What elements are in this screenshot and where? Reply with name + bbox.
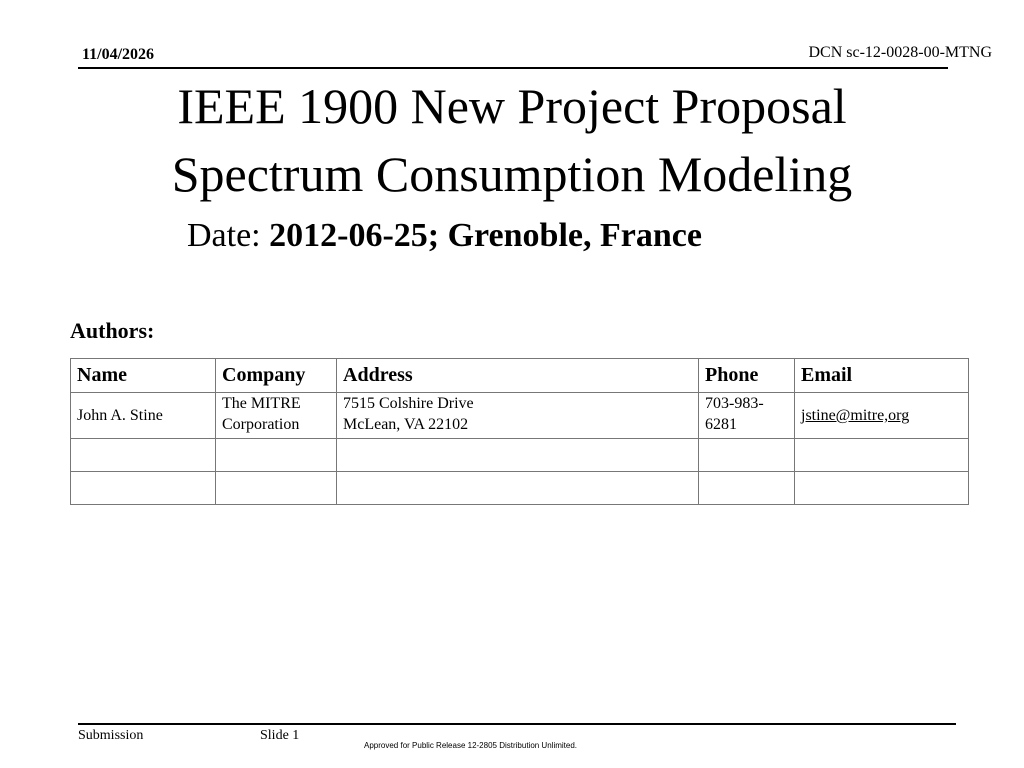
empty-cell [215, 471, 337, 505]
author-email-link[interactable]: jstine@mitre,org [801, 407, 910, 424]
header-date: 11/04/2026 [82, 46, 155, 63]
column-header-company: Company [215, 358, 337, 393]
empty-cell [70, 471, 216, 505]
date-label: Date: [187, 217, 261, 254]
author-phone-cell: 703-983- 6281 [698, 392, 795, 439]
footer-release-notice: Approved for Public Release 12-2805 Dist… [364, 741, 577, 750]
address-line: McLean, VA 22102 [343, 416, 469, 433]
table-row [70, 438, 969, 472]
company-line: The MITRE [222, 395, 301, 412]
document-id: DCN sc-12-0028-00-MTNG [808, 44, 992, 61]
date-value: 2012-06-25; Grenoble, France [269, 217, 702, 254]
footer-divider [78, 723, 956, 725]
empty-cell [698, 471, 795, 505]
slide-title-line2: Spectrum Consumption Modeling [171, 146, 853, 202]
table-row: John A. Stine The MITRE Corporation 7515… [70, 392, 969, 439]
column-header-email: Email [794, 358, 969, 393]
empty-cell [215, 438, 337, 472]
column-header-phone: Phone [698, 358, 795, 393]
authors-table: Name Company Address Phone Email John A.… [70, 358, 969, 505]
company-line: Corporation [222, 416, 300, 433]
slide-title-line1: IEEE 1900 New Project Proposal [177, 78, 847, 134]
footer-submission: Submission [78, 728, 144, 743]
author-email-cell: jstine@mitre,org [794, 392, 969, 439]
author-company-cell: The MITRE Corporation [215, 392, 337, 439]
table-header-row: Name Company Address Phone Email [70, 358, 969, 393]
empty-cell [70, 438, 216, 472]
header-divider [78, 67, 948, 69]
date-line: Date: 2012-06-25; Grenoble, France [187, 216, 702, 256]
table-row [70, 471, 969, 505]
author-address-cell: 7515 Colshire Drive McLean, VA 22102 [336, 392, 699, 439]
phone-line: 703-983- [705, 395, 764, 412]
column-header-name: Name [70, 358, 216, 393]
footer-slide-number: Slide 1 [260, 728, 300, 743]
empty-cell [336, 438, 699, 472]
authors-heading: Authors: [70, 318, 155, 343]
author-name-cell: John A. Stine [70, 392, 216, 439]
empty-cell [794, 438, 969, 472]
empty-cell [794, 471, 969, 505]
address-line: 7515 Colshire Drive [343, 395, 474, 412]
empty-cell [336, 471, 699, 505]
phone-line: 6281 [705, 416, 737, 433]
empty-cell [698, 438, 795, 472]
column-header-address: Address [336, 358, 699, 393]
